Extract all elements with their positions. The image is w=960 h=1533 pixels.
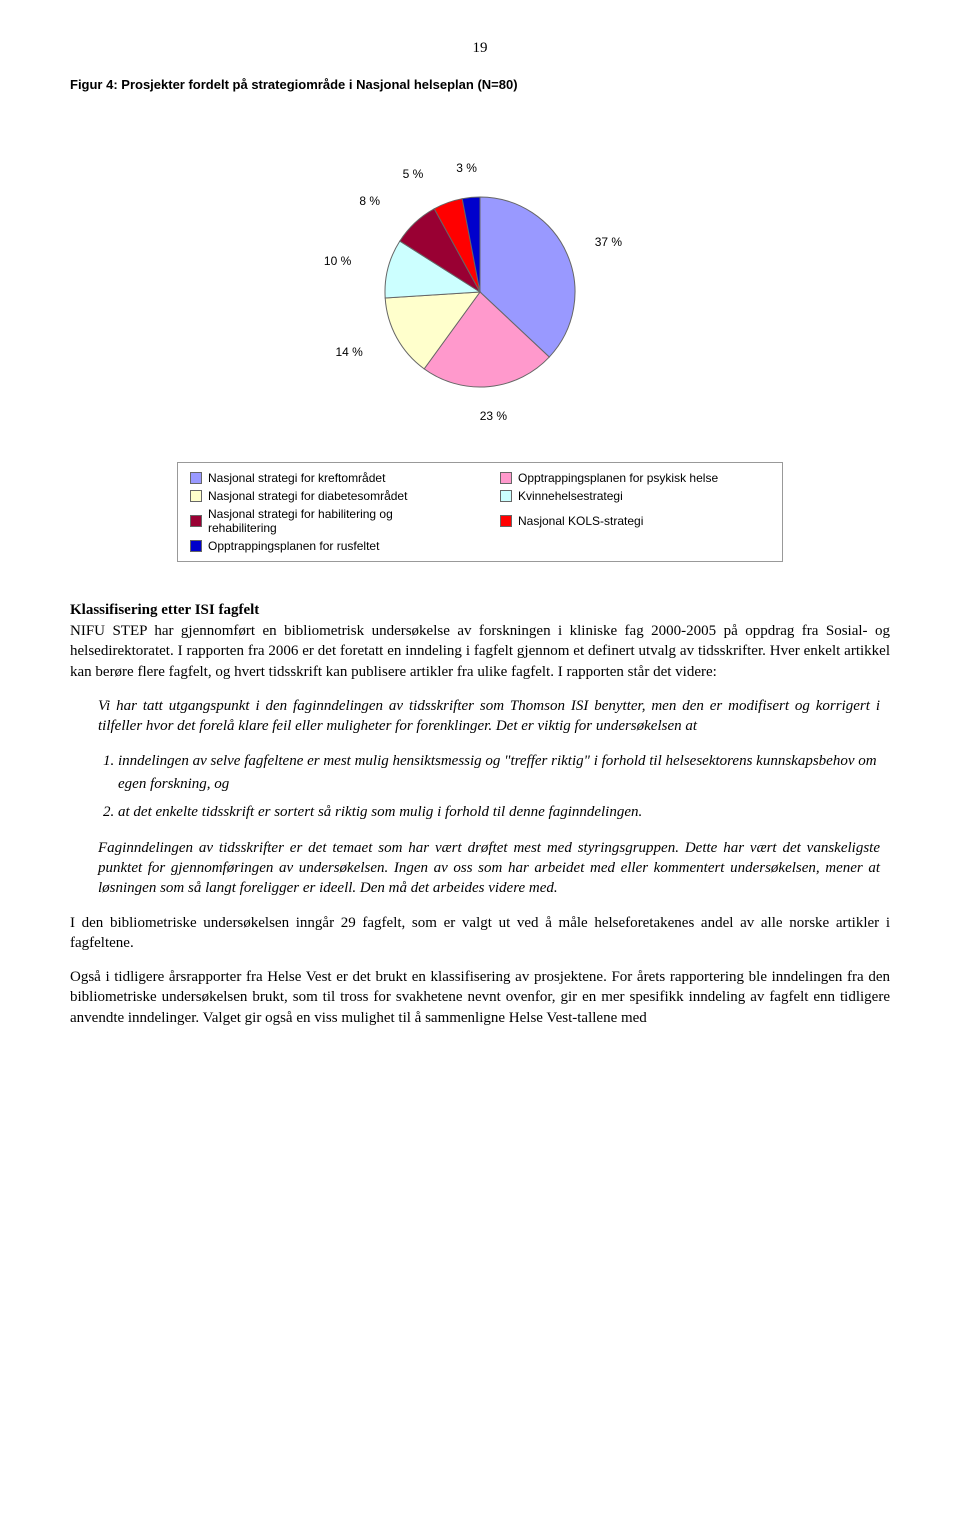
figure-title: Figur 4: Prosjekter fordelt på strategio… xyxy=(70,77,890,92)
pie-slice-label: 23 % xyxy=(480,409,507,423)
legend-swatch xyxy=(190,490,202,502)
legend-label: Nasjonal strategi for kreftområdet xyxy=(208,471,385,485)
quote-1: Vi har tatt utgangspunkt i den faginndel… xyxy=(98,696,880,737)
legend-swatch xyxy=(500,472,512,484)
pie-slice-label: 14 % xyxy=(335,345,362,359)
legend-swatch xyxy=(190,540,202,552)
legend-item: Opptrappingsplanen for psykisk helse xyxy=(500,471,770,485)
legend-item xyxy=(500,539,770,553)
pie-slice-label: 37 % xyxy=(595,235,622,249)
legend-label: Nasjonal strategi for habilitering og re… xyxy=(208,507,460,535)
paragraph-3: Også i tidligere årsrapporter fra Helse … xyxy=(70,967,890,1028)
legend-swatch xyxy=(500,490,512,502)
pie-chart: 37 % 23 % 14 % 10 % 8 % 5 % 3 % xyxy=(180,122,780,442)
legend-item: Nasjonal strategi for habilitering og re… xyxy=(190,507,460,535)
pie-svg xyxy=(180,122,780,442)
pie-slice-label: 8 % xyxy=(359,194,380,208)
chart-legend: Nasjonal strategi for kreftområdet Opptra… xyxy=(177,462,783,562)
quote-2: Faginndelingen av tidsskrifter er det te… xyxy=(98,838,880,899)
legend-item: Nasjonal KOLS-strategi xyxy=(500,507,770,535)
legend-item: Kvinnehelsestrategi xyxy=(500,489,770,503)
pie-slice-label: 10 % xyxy=(324,254,351,268)
legend-label: Opptrappingsplanen for rusfeltet xyxy=(208,539,379,553)
list-item: at det enkelte tidsskrift er sortert så … xyxy=(118,801,880,824)
section-heading: Klassifisering etter ISI fagfelt xyxy=(70,602,890,619)
legend-label: Nasjonal KOLS-strategi xyxy=(518,514,643,528)
legend-item: Nasjonal strategi for kreftområdet xyxy=(190,471,460,485)
legend-swatch xyxy=(190,515,202,527)
list-item: inndelingen av selve fagfeltene er mest … xyxy=(118,750,880,795)
legend-item: Opptrappingsplanen for rusfeltet xyxy=(190,539,460,553)
legend-label: Opptrappingsplanen for psykisk helse xyxy=(518,471,718,485)
paragraph-1: NIFU STEP har gjennomført en bibliometri… xyxy=(70,621,890,682)
legend-label: Kvinnehelsestrategi xyxy=(518,489,623,503)
legend-swatch xyxy=(190,472,202,484)
pie-slice-label: 5 % xyxy=(403,167,424,181)
legend-swatch xyxy=(500,515,512,527)
pie-slice-label: 3 % xyxy=(456,161,477,175)
paragraph-2: I den bibliometriske undersøkelsen inngå… xyxy=(70,913,890,954)
legend-label: Nasjonal strategi for diabetesområdet xyxy=(208,489,407,503)
legend-item: Nasjonal strategi for diabetesområdet xyxy=(190,489,460,503)
page-number: 19 xyxy=(70,40,890,57)
numbered-list: inndelingen av selve fagfeltene er mest … xyxy=(118,750,880,824)
